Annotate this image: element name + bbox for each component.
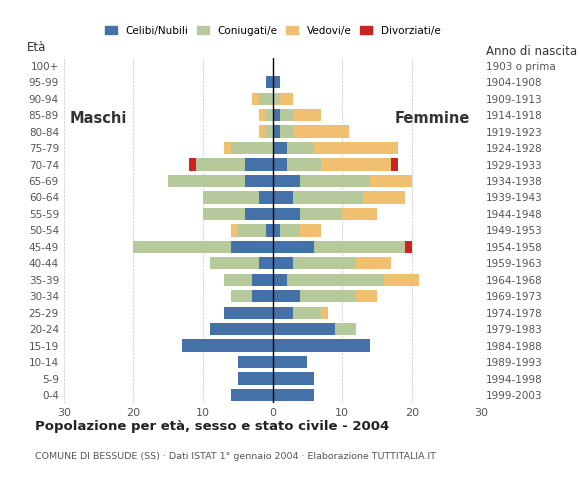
Bar (231, 240, 273, 253)
Bar (252, 290, 273, 302)
Bar (273, 125, 280, 138)
Text: Popolazione per età, sesso e stato civile - 2004: Popolazione per età, sesso e stato civil… (35, 420, 389, 433)
Bar (300, 208, 342, 220)
Bar (196, 158, 245, 171)
Bar (182, 339, 273, 352)
Bar (231, 224, 238, 237)
Bar (252, 93, 259, 105)
Bar (321, 158, 391, 171)
Bar (273, 339, 370, 352)
Bar (273, 175, 300, 187)
Bar (405, 240, 412, 253)
Text: Maschi: Maschi (70, 111, 127, 126)
Bar (259, 192, 273, 204)
Bar (266, 224, 273, 237)
Bar (293, 192, 363, 204)
Bar (203, 192, 259, 204)
Bar (273, 372, 314, 384)
Bar (273, 109, 280, 121)
Bar (314, 142, 398, 154)
Bar (168, 175, 245, 187)
Bar (280, 109, 293, 121)
Bar (245, 175, 273, 187)
Bar (293, 109, 321, 121)
Bar (300, 224, 321, 237)
Bar (238, 372, 273, 384)
Bar (370, 175, 412, 187)
Bar (133, 240, 231, 253)
Bar (273, 290, 300, 302)
Bar (259, 257, 273, 269)
Bar (273, 158, 287, 171)
Bar (363, 192, 405, 204)
Bar (287, 158, 321, 171)
Bar (252, 274, 273, 286)
Bar (273, 192, 293, 204)
Bar (259, 93, 273, 105)
Bar (321, 307, 328, 319)
Bar (335, 323, 356, 336)
Bar (189, 158, 196, 171)
Text: Età: Età (27, 41, 46, 54)
Bar (273, 356, 307, 368)
Bar (266, 109, 273, 121)
Text: COMUNE DI BESSUDE (SS) · Dati ISTAT 1° gennaio 2004 · Elaborazione TUTTITALIA.IT: COMUNE DI BESSUDE (SS) · Dati ISTAT 1° g… (35, 452, 436, 461)
Bar (259, 109, 266, 121)
Bar (273, 76, 280, 88)
Bar (245, 208, 273, 220)
Bar (300, 290, 356, 302)
Bar (259, 125, 266, 138)
Bar (245, 158, 273, 171)
Bar (210, 257, 259, 269)
Bar (210, 323, 273, 336)
Bar (266, 76, 273, 88)
Bar (356, 290, 377, 302)
Bar (238, 356, 273, 368)
Bar (293, 307, 321, 319)
Bar (342, 208, 377, 220)
Bar (203, 208, 245, 220)
Bar (231, 142, 273, 154)
Bar (293, 125, 349, 138)
Bar (273, 323, 335, 336)
Bar (273, 257, 293, 269)
Bar (273, 389, 314, 401)
Bar (273, 240, 314, 253)
Bar (300, 175, 370, 187)
Bar (280, 93, 293, 105)
Bar (287, 274, 384, 286)
Bar (273, 142, 287, 154)
Bar (391, 158, 398, 171)
Bar (224, 142, 231, 154)
Bar (231, 290, 252, 302)
Bar (384, 274, 419, 286)
Bar (280, 224, 300, 237)
Bar (280, 125, 293, 138)
Bar (314, 240, 405, 253)
Text: Anno di nascita: Anno di nascita (485, 45, 577, 58)
Bar (266, 125, 273, 138)
Bar (273, 224, 280, 237)
Bar (273, 93, 280, 105)
Bar (231, 389, 273, 401)
Bar (356, 257, 391, 269)
Text: Femmine: Femmine (395, 111, 470, 126)
Bar (224, 307, 273, 319)
Bar (273, 208, 300, 220)
Bar (293, 257, 356, 269)
Bar (287, 142, 314, 154)
Bar (238, 224, 266, 237)
Bar (273, 307, 293, 319)
Bar (224, 274, 252, 286)
Legend: Celibi/Nubili, Coniugati/e, Vedovi/e, Divorziati/e: Celibi/Nubili, Coniugati/e, Vedovi/e, Di… (100, 21, 445, 40)
Bar (273, 274, 287, 286)
